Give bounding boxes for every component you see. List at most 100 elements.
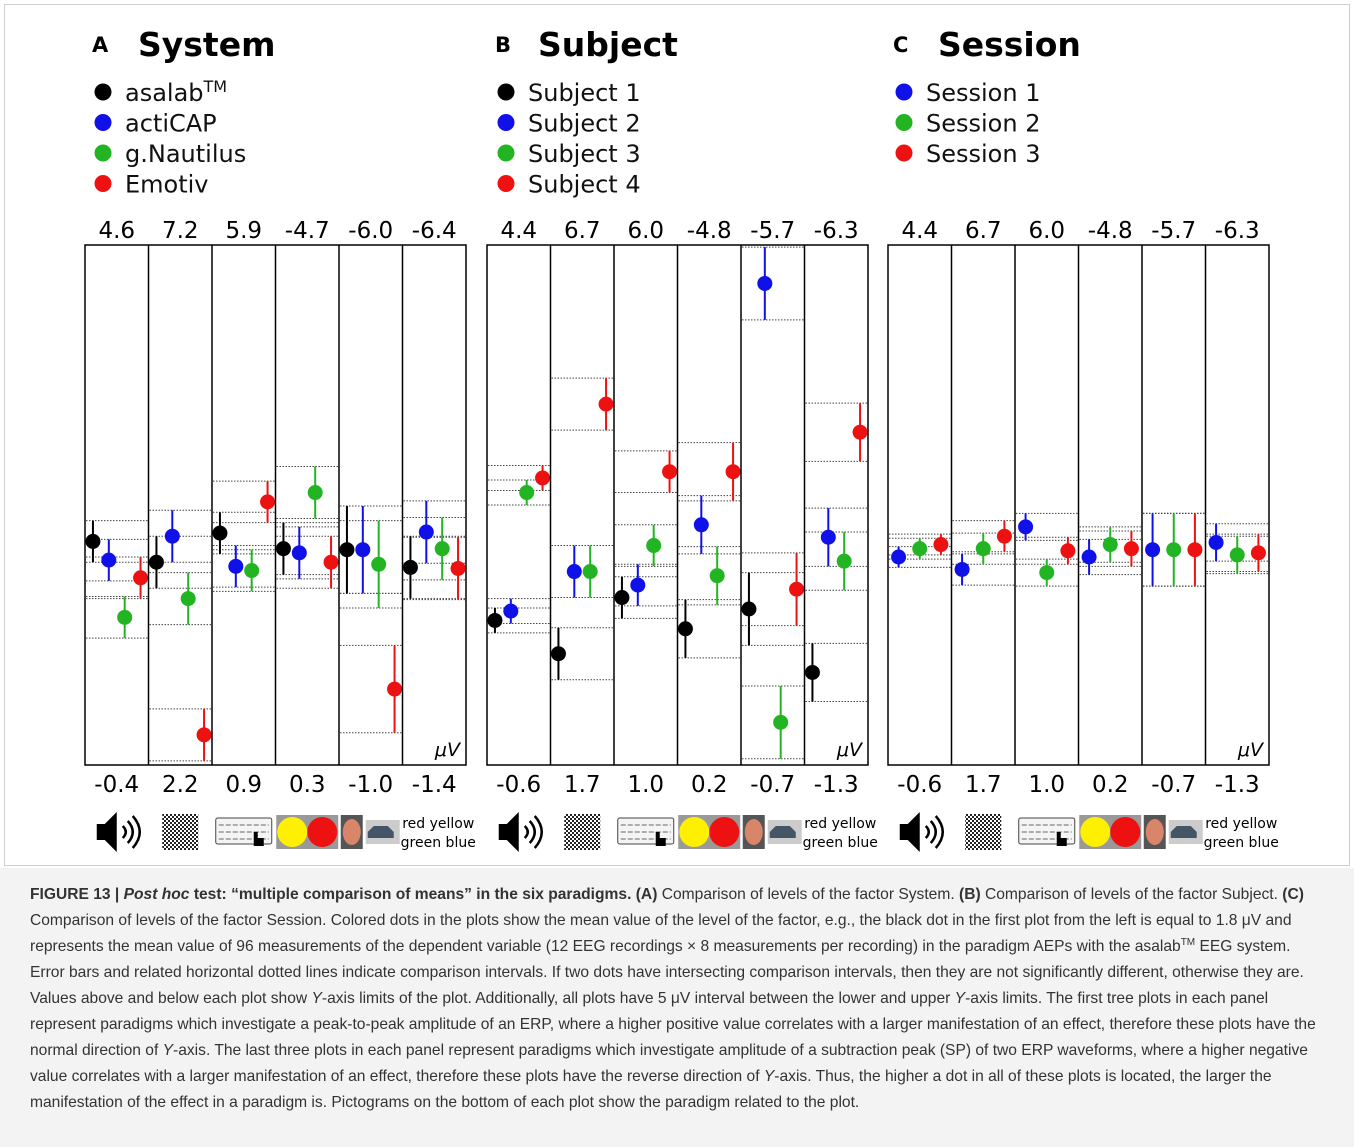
mean-dot bbox=[583, 564, 598, 579]
mean-dot bbox=[339, 542, 354, 557]
page: ASystemasalabTMactiCAPg.NautilusEmotiv4.… bbox=[0, 0, 1354, 1147]
panel-title: Subject bbox=[538, 25, 678, 64]
legend-sup: TM bbox=[203, 77, 228, 96]
y-limit-top: 4.6 bbox=[98, 218, 135, 244]
mean-dot bbox=[726, 464, 741, 479]
caption-run: (A) bbox=[631, 886, 657, 903]
legend-label: g.Nautilus bbox=[125, 140, 246, 168]
legend-label: Session 3 bbox=[926, 140, 1040, 168]
mean-dot bbox=[821, 530, 836, 545]
legend-swatch bbox=[95, 114, 112, 131]
mean-dot bbox=[519, 485, 534, 500]
pictogram-face bbox=[745, 819, 763, 845]
caption-run: Y bbox=[311, 990, 321, 1007]
y-limit-bottom: -0.7 bbox=[1151, 772, 1196, 798]
y-limit-top: -4.7 bbox=[285, 218, 330, 244]
y-limit-top: 4.4 bbox=[901, 218, 938, 244]
y-limit-bottom: 1.7 bbox=[564, 772, 601, 798]
legend-swatch bbox=[95, 84, 112, 101]
pictogram-text: red yellow bbox=[804, 816, 876, 832]
mean-dot bbox=[197, 727, 212, 742]
mean-dot bbox=[710, 568, 725, 583]
y-limit-top: 6.0 bbox=[627, 218, 664, 244]
mean-dot bbox=[419, 525, 434, 540]
legend-label: Subject 3 bbox=[528, 140, 641, 168]
mean-dot bbox=[567, 564, 582, 579]
unit-label: μV bbox=[1237, 739, 1265, 761]
caption-run: Comparison of levels of the factor Syste… bbox=[657, 886, 959, 903]
caption-run: test: “multiple comparison of means” in … bbox=[189, 886, 631, 903]
mean-dot bbox=[85, 534, 100, 549]
legend-swatch bbox=[498, 175, 515, 192]
pictogram-face bbox=[343, 819, 361, 845]
legend-name: Emotiv bbox=[125, 171, 209, 199]
mean-dot bbox=[1251, 545, 1266, 560]
mean-dot bbox=[976, 541, 991, 556]
caption: FIGURE 13 | Post hoc test: “multiple com… bbox=[0, 868, 1354, 1147]
legend-name: Session 1 bbox=[926, 79, 1040, 107]
mean-dot bbox=[101, 553, 116, 568]
y-limit-bottom: 0.2 bbox=[691, 772, 728, 798]
y-limit-bottom: -0.7 bbox=[750, 772, 795, 798]
mean-dot bbox=[149, 555, 164, 570]
legend-swatch bbox=[498, 84, 515, 101]
pictogram-yellow bbox=[1080, 817, 1110, 847]
mean-dot bbox=[387, 682, 402, 697]
unit-label: μV bbox=[836, 739, 864, 761]
y-limit-bottom: 0.2 bbox=[1092, 772, 1129, 798]
mean-dot bbox=[1082, 550, 1097, 565]
y-limit-top: -6.3 bbox=[1215, 218, 1260, 244]
y-limit-bottom: 1.0 bbox=[1028, 772, 1065, 798]
panel-letter: C bbox=[893, 33, 908, 57]
y-limit-top: -6.0 bbox=[348, 218, 393, 244]
y-limit-top: 6.0 bbox=[1028, 218, 1065, 244]
pictogram-checkerboard bbox=[564, 814, 600, 850]
pictogram-text: green blue bbox=[803, 835, 878, 851]
y-limit-bottom: -0.4 bbox=[94, 772, 139, 798]
pictogram-yellow bbox=[277, 817, 307, 847]
mean-dot bbox=[1060, 543, 1075, 558]
y-limit-bottom: 1.0 bbox=[627, 772, 664, 798]
pictogram-text: red yellow bbox=[402, 816, 474, 832]
legend-swatch bbox=[95, 145, 112, 162]
mean-dot bbox=[1166, 542, 1181, 557]
legend-name: Session 2 bbox=[926, 110, 1040, 138]
mean-dot bbox=[451, 561, 466, 576]
mean-dot bbox=[551, 646, 566, 661]
mean-dot bbox=[1039, 565, 1054, 580]
legend-name: Subject 3 bbox=[528, 140, 641, 168]
y-limit-top: -5.7 bbox=[750, 218, 795, 244]
pictogram-red bbox=[709, 817, 739, 847]
legend-name: Session 3 bbox=[926, 140, 1040, 168]
y-limit-bottom: 2.2 bbox=[162, 772, 199, 798]
y-limit-top: 6.7 bbox=[965, 218, 1002, 244]
pictogram-text: green blue bbox=[401, 835, 476, 851]
y-limit-top: 7.2 bbox=[162, 218, 199, 244]
legend-swatch bbox=[95, 175, 112, 192]
pictogram-text: red yellow bbox=[1205, 816, 1277, 832]
y-limit-bottom: 1.7 bbox=[965, 772, 1002, 798]
y-limit-top: 5.9 bbox=[225, 218, 262, 244]
mean-dot bbox=[1145, 542, 1160, 557]
mean-dot bbox=[244, 563, 259, 578]
mean-dot bbox=[955, 562, 970, 577]
legend-label: Subject 2 bbox=[528, 110, 641, 138]
mean-dot bbox=[181, 591, 196, 606]
caption-run: (B) bbox=[959, 886, 981, 903]
caption-run: Comparison of levels of the factor Sessi… bbox=[30, 912, 1292, 955]
panel-letter: B bbox=[495, 33, 511, 57]
mean-dot bbox=[1103, 537, 1118, 552]
mean-dot bbox=[1230, 547, 1245, 562]
legend-label: Session 1 bbox=[926, 79, 1040, 107]
pictogram-red bbox=[1110, 817, 1140, 847]
mean-dot bbox=[308, 485, 323, 500]
pictogram-red bbox=[307, 817, 337, 847]
pictogram-yellow bbox=[679, 817, 709, 847]
caption-run: Y bbox=[163, 1042, 173, 1059]
y-limit-bottom: -1.3 bbox=[814, 772, 859, 798]
pictogram-face bbox=[1146, 819, 1164, 845]
caption-run: Y bbox=[955, 990, 965, 1007]
unit-label: μV bbox=[434, 739, 462, 761]
y-limit-bottom: -1.4 bbox=[412, 772, 457, 798]
